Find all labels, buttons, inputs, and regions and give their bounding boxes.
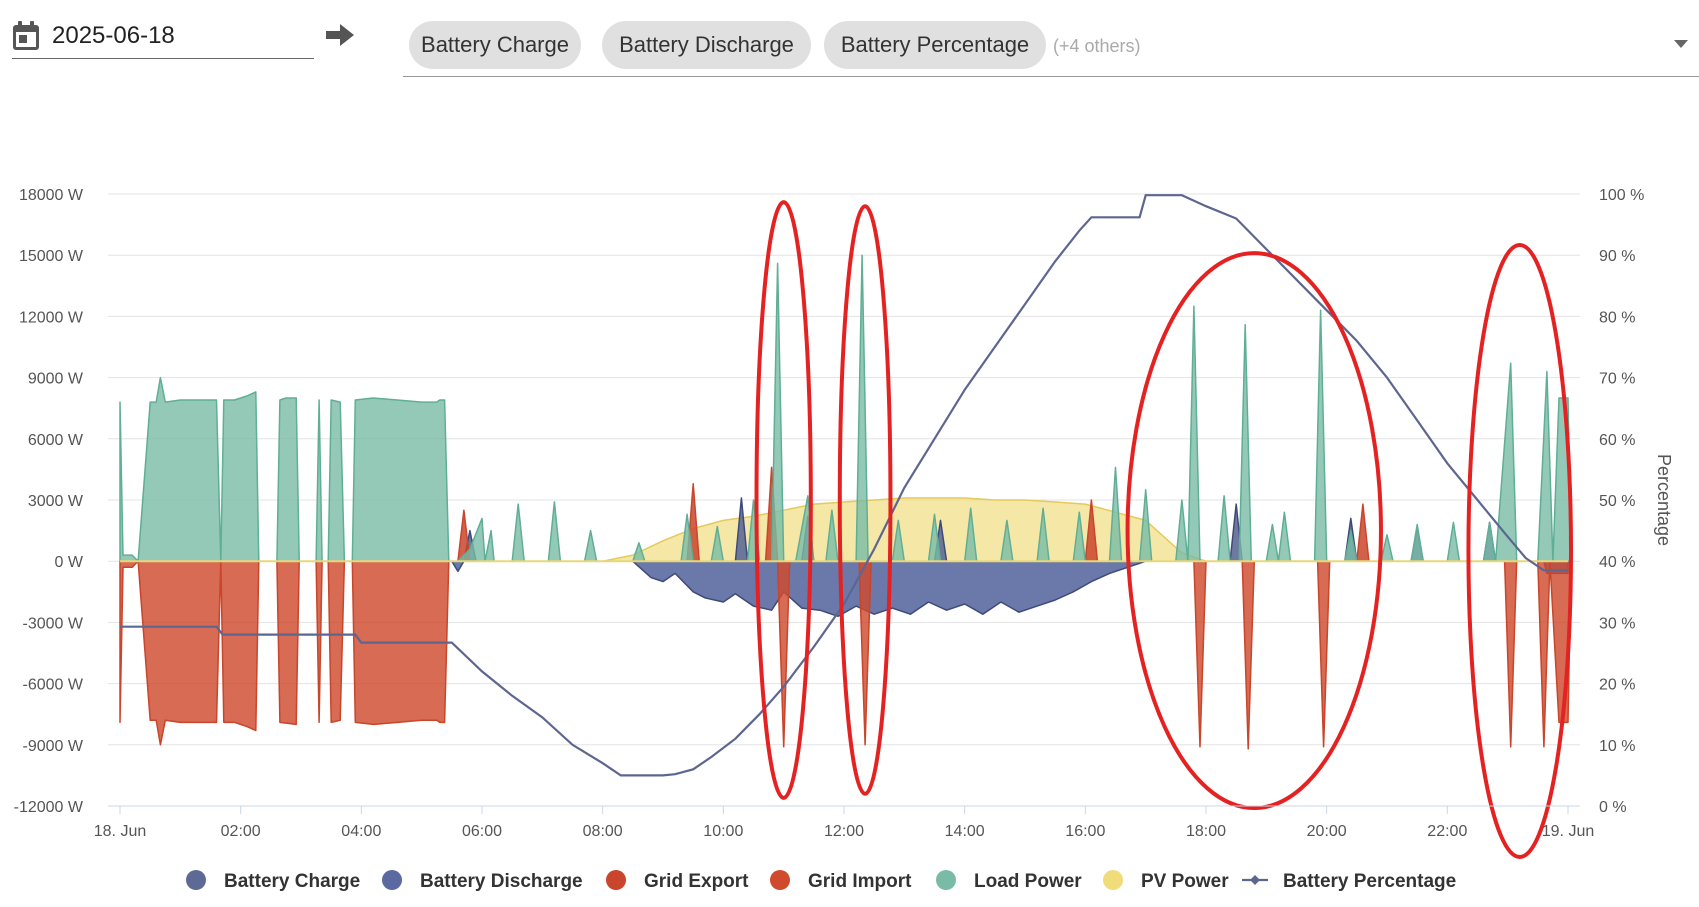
x-tick-label: 18:00 bbox=[1186, 823, 1226, 840]
y-left-tick: 18000 W bbox=[19, 187, 84, 204]
legend-item-label: Grid Import bbox=[808, 871, 912, 892]
chip-battery-percentage[interactable]: Battery Percentage bbox=[824, 21, 1046, 69]
y-right-tick: 0 % bbox=[1599, 799, 1627, 816]
x-tick-label: 19. Jun bbox=[1542, 823, 1594, 840]
chip-battery-charge[interactable]: Battery Charge bbox=[409, 21, 581, 69]
y-left-tick: 6000 W bbox=[28, 432, 84, 449]
legend-symbol-circle bbox=[1103, 870, 1123, 890]
chart-axes: 18000 W 15000 W 12000 W 9000 W 6000 W 3000 W 0… bbox=[14, 187, 1674, 840]
legend-symbol-circle bbox=[770, 870, 790, 890]
x-tick-label: 14:00 bbox=[945, 823, 985, 840]
highlight-ellipse-1 bbox=[754, 200, 813, 800]
x-tick-label: 16:00 bbox=[1065, 823, 1105, 840]
battery-percentage-line bbox=[120, 194, 1568, 777]
date-value[interactable]: 2025-06-18 bbox=[52, 22, 175, 49]
dropdown-caret-icon[interactable] bbox=[1673, 38, 1689, 50]
legend-item-label: Load Power bbox=[974, 871, 1082, 892]
chart-legend: Battery Charge Battery Discharge Grid Expo… bbox=[186, 870, 1456, 892]
y-left-tick: -9000 W bbox=[23, 738, 84, 755]
legend-item-label: Battery Discharge bbox=[420, 871, 583, 892]
y-left-tick: 15000 W bbox=[19, 248, 84, 265]
legend-item-label: Grid Export bbox=[644, 871, 749, 892]
x-tick-label: 02:00 bbox=[221, 823, 261, 840]
y-right-tick: 50 % bbox=[1599, 493, 1635, 510]
legend-symbol-circle bbox=[936, 870, 956, 890]
battery-percentage-path bbox=[120, 194, 1568, 777]
y-left-tick: 0 W bbox=[55, 554, 84, 571]
x-tick-label: 08:00 bbox=[583, 823, 623, 840]
series-area-battery-discharge bbox=[451, 560, 1569, 618]
y-left-tick: -6000 W bbox=[23, 677, 84, 694]
date-picker[interactable]: 2025-06-18 bbox=[12, 14, 314, 59]
y-right-tick: 90 % bbox=[1599, 248, 1635, 265]
highlight-ellipses bbox=[754, 200, 1574, 859]
chip-battery-discharge[interactable]: Battery Discharge bbox=[602, 21, 811, 69]
x-tick-label: 06:00 bbox=[462, 823, 502, 840]
x-tick-label: 04:00 bbox=[341, 823, 381, 840]
y-right-tick: 80 % bbox=[1599, 309, 1635, 326]
y-left-tick: 3000 W bbox=[28, 493, 84, 510]
legend-symbol-diamond bbox=[1250, 875, 1260, 885]
y-right-tick: 100 % bbox=[1599, 187, 1644, 204]
y-left-tick: 9000 W bbox=[28, 371, 84, 388]
calendar-icon[interactable] bbox=[12, 21, 40, 51]
legend-item-label: PV Power bbox=[1141, 871, 1229, 892]
highlight-ellipse-3 bbox=[1125, 251, 1383, 811]
series-area-grid-import bbox=[119, 560, 1572, 750]
x-tick-label: 10:00 bbox=[703, 823, 743, 840]
x-tick-label: 20:00 bbox=[1307, 823, 1347, 840]
series-select[interactable]: Battery Charge Battery Discharge Battery… bbox=[403, 14, 1699, 77]
x-tick-label: 22:00 bbox=[1427, 823, 1467, 840]
y-right-tick: 20 % bbox=[1599, 677, 1635, 694]
others-count: (+4 others) bbox=[1053, 36, 1141, 56]
x-tick-label: 12:00 bbox=[824, 823, 864, 840]
legend-symbol-circle bbox=[606, 870, 626, 890]
y-right-tick: 70 % bbox=[1599, 371, 1635, 388]
legend-symbol-circle bbox=[186, 870, 206, 890]
arrow-right-icon[interactable] bbox=[324, 20, 356, 50]
y-left-tick: -12000 W bbox=[14, 799, 84, 816]
chart-series-areas bbox=[119, 254, 1572, 750]
legend-symbol-circle bbox=[382, 870, 402, 890]
x-tick-label: 18. Jun bbox=[94, 823, 146, 840]
y-right-tick: 40 % bbox=[1599, 554, 1635, 571]
y-right-tick: 60 % bbox=[1599, 432, 1635, 449]
y-right-axis-label: Percentage bbox=[1654, 454, 1674, 546]
y-left-tick: 12000 W bbox=[19, 309, 84, 326]
legend-item-label: Battery Charge bbox=[224, 871, 360, 892]
y-right-tick: 30 % bbox=[1599, 615, 1635, 632]
y-left-tick: -3000 W bbox=[23, 615, 84, 632]
highlight-ellipse-4 bbox=[1466, 243, 1574, 859]
highlight-ellipse-2 bbox=[837, 204, 893, 796]
y-right-tick: 10 % bbox=[1599, 738, 1635, 755]
legend-item-label: Battery Percentage bbox=[1283, 871, 1456, 892]
